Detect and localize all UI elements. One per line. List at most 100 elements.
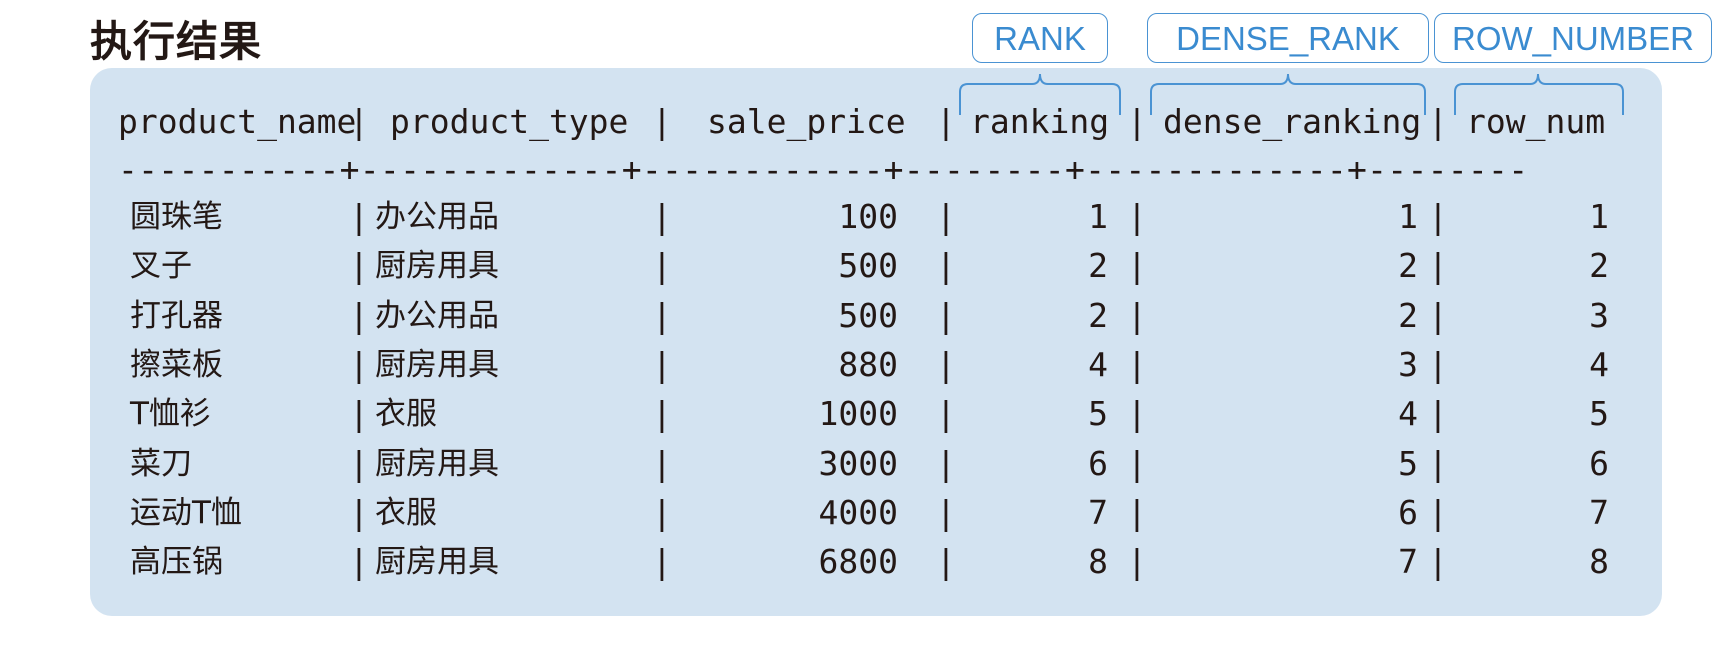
header-pipe: | <box>936 102 956 141</box>
column-header-sale-price: sale_price <box>707 102 906 141</box>
row-pipe: | <box>936 443 956 483</box>
cell-dense-ranking: 4 <box>1398 394 1418 434</box>
cell-ranking: 2 <box>1088 295 1108 335</box>
column-header-row-num: row_num <box>1466 102 1606 141</box>
row-pipe: | <box>652 295 672 335</box>
row-pipe: | <box>652 344 672 384</box>
cell-sale-price: 500 <box>838 246 898 286</box>
row-pipe: | <box>936 344 956 384</box>
column-header-product-type: product_type <box>390 102 629 141</box>
cell-row-num: 1 <box>1589 197 1609 236</box>
cell-dense-ranking: 7 <box>1398 542 1418 582</box>
cell-product-name: 擦菜板 <box>130 346 223 383</box>
cell-product-type: 厨房用具 <box>375 248 499 285</box>
row-pipe: | <box>652 542 672 582</box>
row-pipe: | <box>349 492 369 532</box>
row-pipe: | <box>349 394 369 434</box>
cell-row-num: 4 <box>1589 344 1609 384</box>
row-pipe: | <box>936 295 956 335</box>
cell-product-name: 运动T恤 <box>130 494 242 531</box>
header-separator-line: -----------+-------------+------------+-… <box>118 150 1529 189</box>
cell-product-name: 打孔器 <box>130 297 223 334</box>
row-pipe: | <box>349 197 369 236</box>
row-pipe: | <box>1428 197 1448 236</box>
row-pipe: | <box>1127 443 1147 483</box>
cell-ranking: 7 <box>1088 492 1108 532</box>
row-pipe: | <box>936 394 956 434</box>
row-pipe: | <box>652 246 672 286</box>
row-pipe: | <box>936 246 956 286</box>
cell-row-num: 8 <box>1589 542 1609 582</box>
column-header-product-name: product_name <box>118 102 357 141</box>
cell-product-name: 菜刀 <box>130 445 192 482</box>
cell-row-num: 6 <box>1589 443 1609 483</box>
cell-row-num: 7 <box>1589 492 1609 532</box>
cell-sale-price: 1000 <box>818 394 898 434</box>
cell-ranking: 6 <box>1088 443 1108 483</box>
row-pipe: | <box>936 197 956 236</box>
cell-product-name: 高压锅 <box>130 544 223 581</box>
cell-row-num: 5 <box>1589 394 1609 434</box>
row-pipe: | <box>1428 295 1448 335</box>
cell-dense-ranking: 2 <box>1398 295 1418 335</box>
cell-sale-price: 100 <box>838 197 898 236</box>
header-pipe: | <box>1428 102 1448 141</box>
row-pipe: | <box>1428 542 1448 582</box>
row-pipe: | <box>1127 197 1147 236</box>
row-pipe: | <box>652 197 672 236</box>
page-title: 执行结果 <box>90 17 263 66</box>
cell-dense-ranking: 3 <box>1398 344 1418 384</box>
column-header-dense-ranking: dense_ranking <box>1163 102 1422 141</box>
row-pipe: | <box>349 443 369 483</box>
row-pipe: | <box>1127 344 1147 384</box>
row-pipe: | <box>1127 295 1147 335</box>
row-pipe: | <box>1127 542 1147 582</box>
cell-dense-ranking: 1 <box>1398 197 1418 236</box>
callout-row-number: ROW_NUMBER <box>1434 13 1712 63</box>
row-pipe: | <box>652 492 672 532</box>
cell-dense-ranking: 5 <box>1398 443 1418 483</box>
cell-row-num: 3 <box>1589 295 1609 335</box>
callout-rank: RANK <box>972 13 1108 63</box>
cell-sale-price: 880 <box>838 344 898 384</box>
header-pipe: | <box>652 102 672 141</box>
cell-sale-price: 6800 <box>818 542 898 582</box>
row-pipe: | <box>1428 344 1448 384</box>
row-pipe: | <box>1127 492 1147 532</box>
row-pipe: | <box>349 295 369 335</box>
row-pipe: | <box>652 394 672 434</box>
row-pipe: | <box>349 344 369 384</box>
cell-ranking: 5 <box>1088 394 1108 434</box>
row-pipe: | <box>1127 394 1147 434</box>
row-pipe: | <box>936 492 956 532</box>
row-pipe: | <box>936 542 956 582</box>
cell-product-type: 厨房用具 <box>375 544 499 581</box>
cell-dense-ranking: 2 <box>1398 246 1418 286</box>
cell-ranking: 4 <box>1088 344 1108 384</box>
cell-product-type: 厨房用具 <box>375 445 499 482</box>
row-pipe: | <box>1428 246 1448 286</box>
cell-product-type: 办公用品 <box>375 297 499 334</box>
cell-product-type: 办公用品 <box>375 199 499 235</box>
cell-product-name: T恤衫 <box>130 396 211 433</box>
cell-sale-price: 3000 <box>818 443 898 483</box>
cell-ranking: 1 <box>1088 197 1108 236</box>
cell-sale-price: 4000 <box>818 492 898 532</box>
row-pipe: | <box>349 542 369 582</box>
result-panel <box>90 68 1662 616</box>
cell-sale-price: 500 <box>838 295 898 335</box>
row-pipe: | <box>1127 246 1147 286</box>
cell-product-type: 衣服 <box>375 396 437 433</box>
cell-ranking: 2 <box>1088 246 1108 286</box>
callout-dense-rank: DENSE_RANK <box>1147 13 1429 63</box>
cell-product-name: 圆珠笔 <box>130 199 223 235</box>
row-pipe: | <box>1428 492 1448 532</box>
row-pipe: | <box>1428 443 1448 483</box>
row-pipe: | <box>652 443 672 483</box>
header-pipe: | <box>1127 102 1147 141</box>
row-pipe: | <box>1428 394 1448 434</box>
column-header-ranking: ranking <box>970 102 1110 141</box>
cell-product-type: 厨房用具 <box>375 346 499 383</box>
header-pipe: | <box>349 102 369 141</box>
